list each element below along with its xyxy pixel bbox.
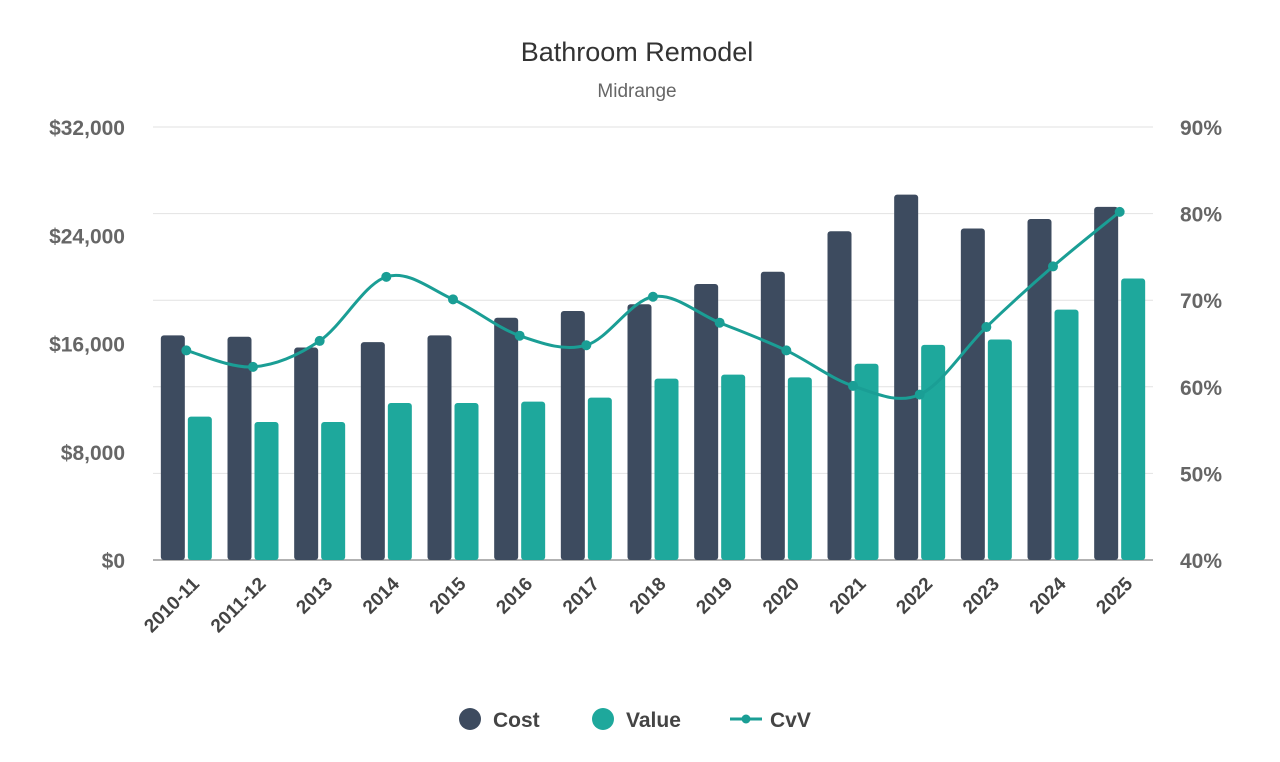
cvv-line xyxy=(181,206,1125,400)
x-tick-label: 2019 xyxy=(692,574,737,619)
cvv-point xyxy=(714,317,725,328)
y-left-tick: $0 xyxy=(102,550,125,573)
cvv-point xyxy=(1114,206,1125,217)
x-tick-label: 2018 xyxy=(626,574,671,619)
bar-cost xyxy=(427,335,452,560)
bar-cost xyxy=(960,228,985,560)
x-tick-label: 2023 xyxy=(959,574,1004,619)
y-right-tick: 90% xyxy=(1180,117,1222,140)
bar-value xyxy=(987,339,1012,560)
bar-cost xyxy=(1094,206,1119,560)
gridlines xyxy=(153,126,1153,561)
y-right-tick: 70% xyxy=(1180,290,1222,313)
bar-value xyxy=(1054,309,1079,560)
bar-value xyxy=(254,421,279,560)
bar-cost xyxy=(160,335,185,560)
bar-value xyxy=(721,374,746,560)
bar-value xyxy=(521,401,546,560)
bars xyxy=(160,194,1146,561)
bar-value xyxy=(587,397,612,560)
cvv-point xyxy=(314,335,325,346)
x-tick-label: 2015 xyxy=(426,573,471,618)
bar-cost xyxy=(1027,219,1052,560)
legend-value-marker xyxy=(592,708,614,730)
bar-cost xyxy=(494,317,519,560)
legend: Cost Value CvV xyxy=(459,708,811,732)
x-tick-label: 2021 xyxy=(826,573,871,618)
bar-cost xyxy=(760,271,785,560)
bar-value xyxy=(387,403,412,560)
y-right-tick: 50% xyxy=(1180,463,1222,486)
chart-subtitle: Midrange xyxy=(597,81,676,102)
cvv-point xyxy=(1048,261,1058,272)
bar-value xyxy=(854,363,879,560)
bar-value xyxy=(921,344,946,560)
y-right-tick: 60% xyxy=(1180,377,1222,400)
legend-cvv-marker xyxy=(741,714,751,724)
cvv-point xyxy=(381,271,392,282)
bar-value xyxy=(454,403,479,560)
legend-cvv-label: CvV xyxy=(770,709,811,732)
bar-value xyxy=(654,378,679,560)
y-left-tick: $24,000 xyxy=(49,225,125,248)
x-tick-label: 2014 xyxy=(359,573,404,618)
legend-cost-label: Cost xyxy=(493,709,540,732)
bar-cost xyxy=(294,347,319,560)
bar-cost xyxy=(627,304,652,560)
cvv-point xyxy=(914,389,925,400)
chart-title: Bathroom Remodel xyxy=(521,37,754,67)
legend-value-label: Value xyxy=(626,709,681,732)
x-tick-label: 2020 xyxy=(759,574,804,619)
y-right-tick: 80% xyxy=(1180,204,1222,227)
x-tick-label: 2022 xyxy=(892,574,937,619)
bar-cost xyxy=(227,336,252,560)
y-left-tick: $32,000 xyxy=(49,117,125,140)
cvv-point xyxy=(181,345,192,356)
bar-cost xyxy=(894,194,919,560)
bar-cost xyxy=(560,311,585,560)
cvv-point xyxy=(648,291,658,302)
cvv-point xyxy=(981,322,992,333)
bar-cost xyxy=(360,342,385,560)
y-axis-right: 40% 50% 60% 70% 80% 90% xyxy=(1180,117,1222,573)
y-left-tick: $16,000 xyxy=(49,334,125,357)
legend-cost-marker xyxy=(459,708,481,730)
y-axis-left: $0 $8,000 $16,000 $24,000 $32,000 xyxy=(49,117,125,573)
x-tick-label: 2016 xyxy=(492,574,537,619)
x-axis: 2010-11 2011-12 2013 2014 2015 2016 2017 2018 20… xyxy=(140,573,1137,637)
x-tick-label: 2024 xyxy=(1026,573,1071,618)
bar-value xyxy=(1121,278,1146,560)
x-tick-label: 2010-11 xyxy=(140,573,204,637)
y-right-tick: 40% xyxy=(1180,550,1222,573)
bar-cost xyxy=(694,283,719,560)
bar-value xyxy=(787,377,812,560)
cvv-point xyxy=(514,330,525,341)
x-tick-label: 2013 xyxy=(292,574,337,619)
y-left-tick: $8,000 xyxy=(61,442,125,465)
x-tick-label: 2011-12 xyxy=(207,574,270,637)
cvv-point xyxy=(848,380,858,391)
cvv-point xyxy=(781,345,792,356)
bar-value xyxy=(187,416,212,560)
cvv-point xyxy=(581,340,592,351)
bar-value xyxy=(321,421,346,560)
cvv-point xyxy=(448,294,458,305)
x-tick-label: 2017 xyxy=(559,574,604,619)
cvv-point xyxy=(248,361,258,372)
x-tick-label: 2025 xyxy=(1092,573,1137,618)
bar-cost xyxy=(827,231,852,561)
